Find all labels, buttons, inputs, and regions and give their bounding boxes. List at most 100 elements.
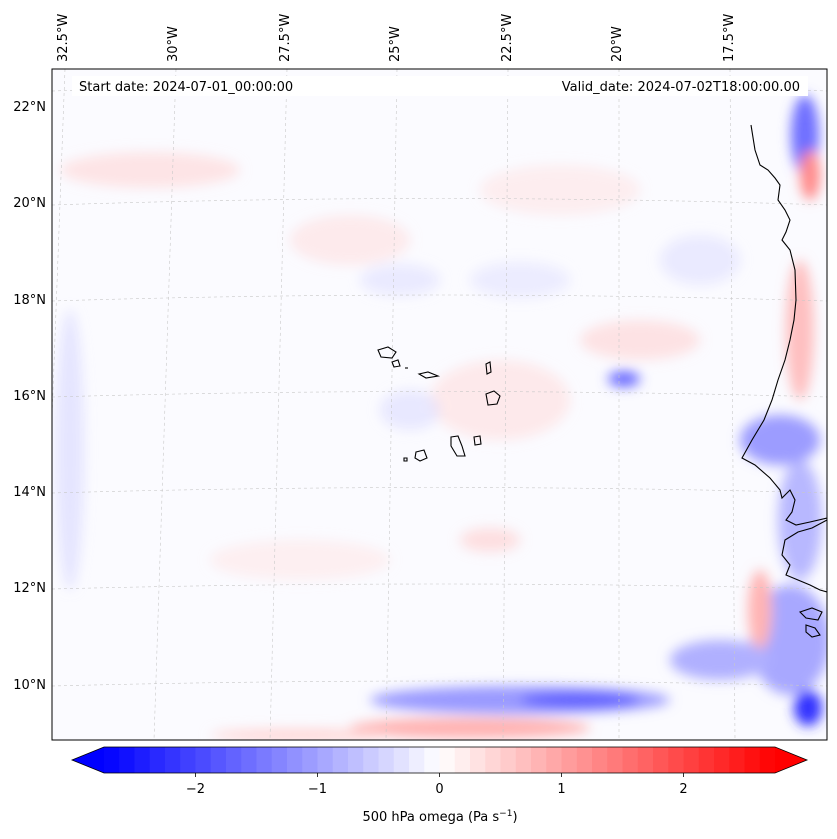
island-santiago [450,435,466,457]
colorbar: −2 −1 0 1 2 500 hPa omega (Pa s−1) [70,746,809,825]
lon-label: 32.5°W [56,14,71,62]
lat-line-14 [52,487,827,494]
colorbar-cell [119,747,135,773]
lat-line-12 [52,583,827,590]
lat-label: 18°N [13,293,46,308]
island-brava [403,457,408,462]
colorbar-cell [424,747,440,773]
colorbar-cell [256,747,273,773]
lat-line-20 [52,198,827,206]
colorbar-cell [149,747,166,773]
colorbar-cell [363,747,379,773]
colorbar-cell [332,747,349,773]
lat-label: 20°N [13,196,46,211]
lat-labels: 22°N 20°N 18°N 16°N 14°N 12°N 10°N [13,100,46,693]
lon-line-17-5 [729,69,736,740]
colorbar-cell [470,747,486,773]
lat-line-16 [52,391,827,398]
lon-label: 17.5°W [722,14,737,62]
lon-line-30 [153,69,177,740]
colorbar-cell [592,747,608,773]
colorbar-cell [165,747,181,773]
lon-label: 22.5°W [500,14,515,62]
annotation-background [72,76,808,96]
island-boa-vista [485,390,501,406]
island-fogo [414,449,428,462]
colorbar-cell [668,747,684,773]
colorbar-label: 500 hPa omega (Pa s−1) [362,809,517,825]
colorbar-tick-label: 1 [557,782,565,797]
lon-line-25 [385,69,398,740]
colorbar-cell [500,747,517,773]
lat-label: 16°N [13,389,46,404]
island-sal [485,361,492,375]
lon-label: 25°W [388,26,403,62]
colorbar-extend-high [775,747,807,773]
colorbar-cell [378,747,395,773]
island-santo-antao [377,346,397,359]
colorbar-cell [210,747,227,773]
colorbar-cell [653,747,669,773]
coastlines [377,124,827,638]
colorbar-cell [698,747,715,773]
colorbar-cell [561,747,578,773]
colorbar-cell [531,747,547,773]
colorbar-cell [576,747,593,773]
colorbar-cell [271,747,288,773]
colorbar-extend-low [72,747,104,773]
colorbar-cell [317,747,334,773]
colorbar-tick-label: −1 [308,782,327,797]
colorbar-cell [409,747,425,773]
colorbar-cell [348,747,364,773]
island-sao-vicente [391,359,401,368]
colorbar-cell [744,747,761,773]
lat-label: 22°N [13,100,46,115]
island-maio [473,435,482,446]
map-frame [51,68,828,741]
colorbar-cell [287,747,303,773]
island-sao-nicolau [417,371,441,379]
colorbar-tick-label: 0 [435,782,443,797]
africa-coastline-south [781,519,827,593]
africa-coastline [741,124,827,526]
colorbar-ticks: −2 −1 0 1 2 [186,773,688,797]
colorbar-cell [546,747,562,773]
lon-line-22-5 [502,69,509,740]
colorbar-cell [302,747,318,773]
colorbar-cell [180,747,196,773]
lon-label: 27.5°W [278,14,293,62]
colorbar-cell [134,747,151,773]
colorbar-cell [683,747,700,773]
colorbar-cell [759,747,776,773]
colorbar-cell [104,747,120,773]
lon-labels: 32.5°W 30°W 27.5°W 25°W 22.5°W 20°W 17.5… [56,14,737,62]
lat-line-10 [52,680,827,687]
lat-line-18 [52,294,827,302]
colorbar-label-exponent: −1 [499,809,512,819]
lon-line-27-5 [269,69,288,740]
map-panel: Start date: 2024-07-01_00:00:00 Valid_da… [52,69,827,740]
colorbar-cells [72,747,807,773]
colorbar-cell [714,747,730,773]
colorbar-cell [241,747,257,773]
colorbar-cell [729,747,745,773]
start-date-annotation: Start date: 2024-07-01_00:00:00 [79,80,293,95]
colorbar-cell [607,747,623,773]
colorbar-outline [70,746,809,774]
colorbar-cell [393,747,410,773]
lat-label: 12°N [13,581,46,596]
colorbar-cell [226,747,242,773]
colorbar-tick-label: 2 [679,782,687,797]
guinea-islands [798,607,823,638]
colorbar-cell [622,747,639,773]
colorbar-cell [454,747,471,773]
lat-label: 14°N [13,485,46,500]
colorbar-cell [637,747,654,773]
colorbar-cell [515,747,532,773]
colorbar-tick-label: −2 [186,782,205,797]
omega-field [56,95,827,740]
colorbar-cell [439,747,456,773]
valid-date-annotation: Valid_date: 2024-07-02T18:00:00.00 [562,80,800,95]
lat-label: 10°N [13,678,46,693]
